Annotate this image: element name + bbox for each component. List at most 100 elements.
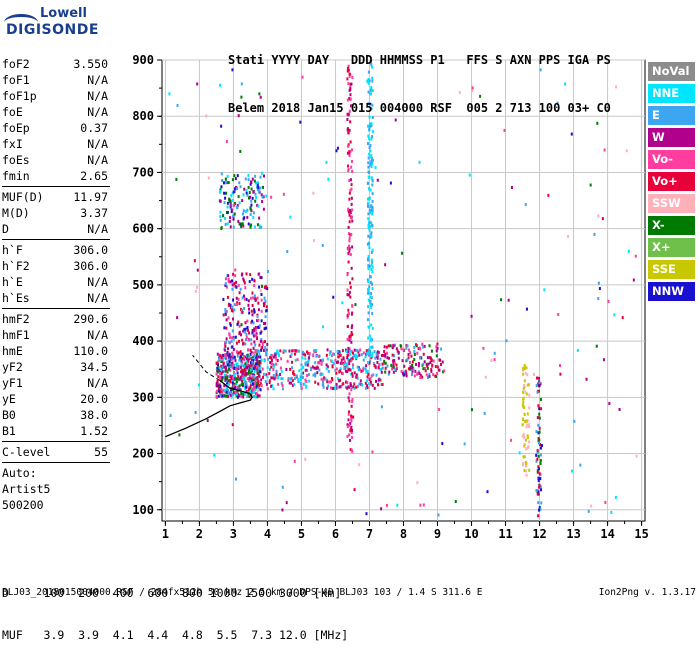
echo-point <box>417 347 420 351</box>
echo-point <box>367 226 370 230</box>
echo-point <box>538 430 541 434</box>
echo-point <box>258 216 261 220</box>
x-tick-label: 14 <box>600 527 614 541</box>
echo-point <box>232 214 235 218</box>
echo-point <box>346 118 349 122</box>
echo-point <box>438 407 441 411</box>
echo-point <box>367 288 370 292</box>
echo-point <box>392 370 395 374</box>
param-key: h`E <box>2 275 23 289</box>
echo-point <box>536 450 539 454</box>
echo-point <box>367 156 370 160</box>
distance-row: D 100 200 400 600 800 1000 1500 3000 [km… <box>2 586 342 600</box>
echo-point <box>524 438 527 442</box>
echo-point <box>386 351 389 355</box>
echo-point <box>230 364 233 368</box>
echo-point <box>343 366 346 370</box>
echo-point <box>230 305 233 309</box>
echo-point <box>225 367 228 371</box>
echo-point <box>276 359 279 363</box>
echo-point <box>326 348 329 352</box>
echo-point <box>248 331 251 335</box>
y-tick-label: 400 <box>132 334 154 348</box>
echo-point <box>384 263 387 267</box>
echo-point <box>270 365 273 369</box>
echo-point <box>253 376 256 380</box>
echo-point <box>347 357 350 361</box>
echo-point <box>253 279 256 283</box>
param-key: hmF2 <box>2 312 30 326</box>
echo-point <box>239 287 242 291</box>
param-row-b0: B0 38.0 <box>2 407 110 423</box>
echo-point <box>391 353 394 357</box>
echo-point <box>415 343 418 347</box>
echo-point <box>298 369 301 373</box>
echo-point <box>250 375 253 379</box>
echo-point <box>287 377 290 381</box>
echo-point <box>370 337 373 341</box>
echo-point <box>350 312 353 316</box>
echo-point <box>331 365 334 369</box>
echo-point <box>526 412 529 416</box>
echo-point <box>270 356 273 360</box>
echo-point <box>269 360 272 364</box>
echo-point <box>320 362 323 366</box>
echo-point <box>257 272 260 276</box>
echo-point <box>348 290 351 294</box>
echo-point <box>221 179 224 183</box>
echo-point <box>335 367 338 371</box>
echo-point <box>371 130 374 134</box>
echo-point <box>367 351 370 355</box>
echo-point <box>503 128 506 132</box>
echo-point <box>368 125 371 129</box>
echo-point <box>223 356 226 360</box>
echo-point <box>368 137 371 141</box>
echo-point <box>351 75 354 79</box>
echo-point <box>538 384 541 388</box>
echo-point <box>371 248 374 252</box>
echo-point <box>248 392 251 396</box>
echo-point <box>436 365 439 369</box>
echo-point <box>350 359 353 363</box>
echo-point <box>521 434 524 438</box>
echo-point <box>369 280 372 284</box>
echo-point <box>353 386 356 390</box>
echo-point <box>242 224 245 228</box>
echo-point <box>421 342 424 346</box>
echo-point <box>429 361 432 365</box>
param-key: C-level <box>2 445 51 459</box>
echo-point <box>379 378 382 382</box>
echo-point <box>367 325 370 329</box>
echo-point <box>376 360 379 364</box>
param-value: N/A <box>87 376 108 390</box>
echo-point <box>348 191 351 195</box>
echo-point <box>264 299 267 303</box>
echo-point <box>257 189 260 193</box>
echo-point <box>369 143 372 147</box>
echo-point <box>234 284 237 288</box>
x-tick-label: 5 <box>298 527 305 541</box>
echo-point <box>252 321 255 325</box>
echo-point <box>299 376 302 380</box>
echo-point <box>367 124 370 128</box>
echo-point <box>366 386 369 390</box>
echo-point <box>256 296 259 300</box>
echo-point <box>217 386 220 390</box>
echo-point <box>632 278 635 282</box>
echo-point <box>347 418 350 422</box>
echo-point <box>274 375 277 379</box>
echo-point <box>418 371 421 375</box>
echo-point <box>247 222 250 226</box>
echo-point <box>234 274 237 278</box>
param-key: h`Es <box>2 291 30 305</box>
echo-point <box>557 313 560 317</box>
echo-point <box>416 481 419 485</box>
echo-point <box>434 365 437 369</box>
echo-point <box>255 335 258 339</box>
echo-point <box>178 433 181 437</box>
echo-point <box>537 431 540 435</box>
echo-point <box>346 324 349 328</box>
echo-point <box>346 98 349 102</box>
echo-point <box>344 369 347 373</box>
echo-point <box>367 372 370 376</box>
